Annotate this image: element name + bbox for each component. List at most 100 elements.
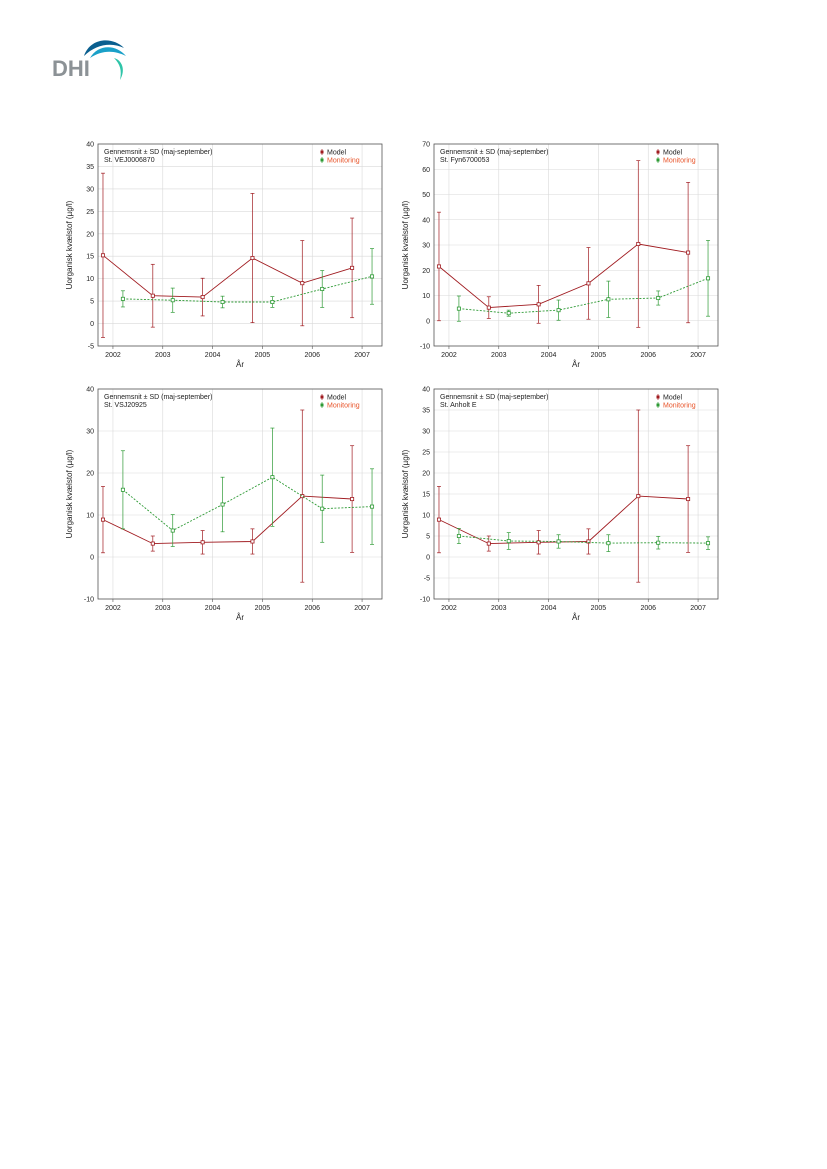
y-tick-label: 25 [86, 209, 94, 216]
series-line-monitoring [122, 476, 373, 532]
data-point [586, 281, 591, 286]
data-point [150, 293, 155, 298]
x-tick-label: 2002 [441, 352, 457, 359]
y-tick-label: 50 [422, 192, 430, 199]
data-point [320, 506, 325, 511]
y-tick-label: -10 [84, 597, 94, 604]
data-point [200, 540, 205, 545]
data-point [436, 517, 441, 522]
data-point [486, 305, 491, 310]
x-tick-label: 2005 [255, 352, 271, 359]
legend-label-monitoring: Monitoring [327, 158, 360, 165]
data-point [350, 497, 355, 502]
y-tick-label: 20 [86, 231, 94, 238]
y-tick-label: 10 [86, 276, 94, 283]
data-point [606, 297, 611, 302]
data-point [100, 517, 105, 522]
x-axis-label: År [236, 360, 244, 369]
legend-label-monitoring: Monitoring [663, 158, 696, 165]
legend-marker [320, 395, 324, 399]
chart-fyn6700053: -10 0 10 20 30 40 50 60 70 2002 2003 2004 2005 2006 20… [401, 142, 719, 369]
x-tick-label: 2003 [155, 605, 171, 612]
y-tick-label: 30 [422, 243, 430, 250]
x-tick-label: 2006 [304, 352, 320, 359]
legend-marker [320, 150, 324, 154]
legend-marker [656, 158, 660, 162]
y-tick-label: 20 [422, 268, 430, 275]
y-tick-label: -5 [424, 576, 430, 583]
legend-label-monitoring: Monitoring [663, 403, 696, 410]
legend-label-model: Model [663, 395, 683, 402]
data-point [270, 300, 275, 305]
data-point [456, 306, 461, 311]
x-tick-label: 2006 [304, 605, 320, 612]
data-point [456, 533, 461, 538]
chart-vsj20925: -10 0 10 20 30 40 2002 2003 2004 2005 2006 2007 År Uo… [65, 387, 383, 622]
series-line-model [438, 243, 689, 309]
data-point [586, 539, 591, 544]
x-tick-label: 2003 [155, 352, 171, 359]
x-axis-label: År [572, 613, 580, 622]
y-tick-label: -10 [420, 344, 430, 351]
data-point [150, 541, 155, 546]
dhi-logo: DHI [50, 36, 132, 84]
y-tick-label: 5 [426, 534, 430, 541]
x-tick-label: 2004 [541, 605, 557, 612]
data-point [656, 296, 661, 301]
chart-panel-4: -10 -5 0 5 10 15 20 25 30 35 40 2002 2003 2004 2005 200… [398, 383, 728, 623]
logo-wave-1 [84, 40, 124, 56]
data-point [486, 541, 491, 546]
data-point [506, 539, 511, 544]
plot-frame [97, 143, 383, 347]
x-tick-label: 2003 [491, 352, 507, 359]
data-point [320, 286, 325, 291]
chart-anholt-e: -10 -5 0 5 10 15 20 25 30 35 40 2002 2003 2004 2005 200… [401, 387, 719, 622]
data-point [300, 494, 305, 499]
legend-marker [656, 403, 660, 407]
y-tick-label: 20 [422, 471, 430, 478]
data-point [370, 504, 375, 509]
logo-wave-2 [90, 47, 126, 58]
y-tick-label: 35 [422, 408, 430, 415]
data-point [270, 475, 275, 480]
x-tick-label: 2005 [255, 605, 271, 612]
series-line-monitoring [458, 535, 709, 544]
y-tick-label: 5 [90, 299, 94, 306]
chart-vej0006870: -5 0 5 10 15 20 25 30 35 40 2002 2003 2004 2005 2006 20… [65, 142, 383, 369]
legend-marker [656, 395, 660, 399]
data-point [636, 494, 641, 499]
data-point [536, 540, 541, 545]
data-point [656, 540, 661, 545]
logo-text: DHI [52, 56, 90, 81]
y-tick-label: 10 [422, 513, 430, 520]
x-tick-label: 2003 [491, 605, 507, 612]
x-axis-label: År [572, 360, 580, 369]
chart-title: Gennemsnit ± SD (maj-september) [104, 149, 213, 156]
chart-title: Gennemsnit ± SD (maj-september) [104, 394, 213, 401]
data-point [706, 541, 711, 546]
data-point [556, 539, 561, 544]
data-point [200, 295, 205, 300]
x-tick-label: 2004 [205, 352, 221, 359]
y-tick-label: 0 [426, 318, 430, 325]
legend-marker [320, 403, 324, 407]
y-tick-label: 40 [86, 387, 94, 394]
data-point [220, 300, 225, 305]
x-tick-label: 2004 [205, 605, 221, 612]
y-tick-label: 35 [86, 164, 94, 171]
data-point [120, 296, 125, 301]
data-point [220, 502, 225, 507]
y-tick-label: 10 [86, 513, 94, 520]
x-tick-label: 2007 [354, 352, 370, 359]
plot-frame [433, 388, 719, 600]
legend-label-model: Model [327, 395, 347, 402]
data-point [536, 302, 541, 307]
y-tick-label: 10 [422, 293, 430, 300]
data-point [120, 487, 125, 492]
data-point [170, 528, 175, 533]
data-point [556, 308, 561, 313]
x-tick-label: 2006 [640, 352, 656, 359]
legend-label-model: Model [663, 150, 683, 157]
y-tick-label: -10 [420, 597, 430, 604]
data-point [250, 539, 255, 544]
